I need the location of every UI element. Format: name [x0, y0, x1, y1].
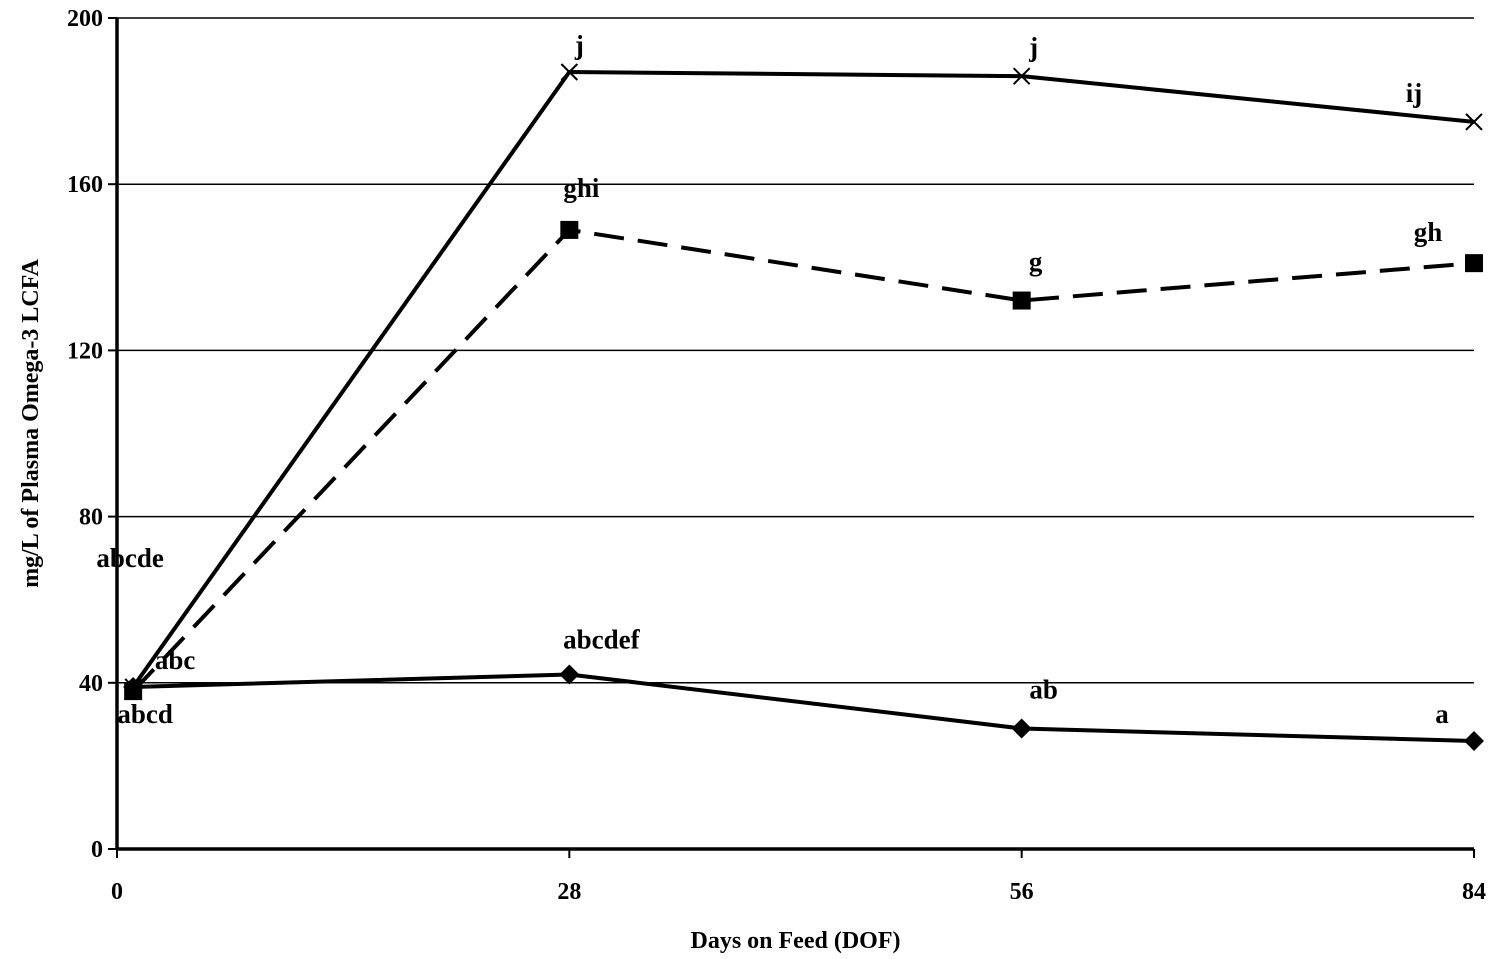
data-point-square [124, 682, 143, 701]
series-group [123, 63, 1484, 751]
y-tick-label: 160 [67, 172, 103, 198]
data-point-x [1012, 67, 1031, 85]
point-label: abcde [96, 543, 164, 573]
data-point-square [1012, 291, 1031, 310]
y-axis-title: mg/L of Plasma Omega-3 LCFA [18, 258, 44, 588]
y-tick-label: 40 [79, 671, 103, 697]
series-line-diamond [133, 672, 1475, 743]
axes [108, 17, 1475, 858]
point-label: ghi [563, 173, 600, 203]
gridlines [117, 17, 1474, 684]
data-point-square [560, 220, 579, 239]
data-point-diamond [559, 664, 580, 685]
point-label: j [574, 30, 584, 60]
point-label: gh [1414, 217, 1443, 247]
x-tick-label: 84 [1462, 879, 1486, 905]
x-tick-label: 0 [111, 879, 123, 905]
y-tick-label: 80 [79, 505, 103, 531]
point-label: ab [1029, 675, 1058, 705]
series-line-x [131, 70, 1475, 689]
series-line-square [131, 227, 1475, 693]
data-point-x [124, 678, 142, 696]
data-point-x [1465, 113, 1483, 131]
data-point-diamond [1464, 730, 1484, 751]
point-label: abc [155, 645, 196, 675]
data-point-diamond [1011, 718, 1032, 739]
x-tick-label: 28 [557, 879, 581, 905]
point-label: abcd [117, 699, 173, 729]
point-label: a [1435, 699, 1449, 729]
y-tick-label: 0 [91, 837, 103, 863]
y-tick-label: 200 [67, 6, 103, 32]
point-labels: abc abcdef ab a abcd ghi g gh abcde j j ij [96, 30, 1449, 729]
y-tick-label: 120 [67, 338, 103, 364]
x-tick-label: 56 [1010, 879, 1034, 905]
point-label: j [1028, 32, 1038, 62]
data-point-square [1465, 254, 1483, 273]
tick-labels: 0 40 80 120 160 200 0 28 56 84 [67, 6, 1486, 905]
point-label: g [1029, 247, 1043, 277]
point-label: ij [1406, 78, 1423, 108]
point-label: abcdef [563, 624, 641, 654]
data-point-x [560, 63, 579, 81]
x-axis-title: Days on Feed (DOF) [691, 928, 901, 954]
